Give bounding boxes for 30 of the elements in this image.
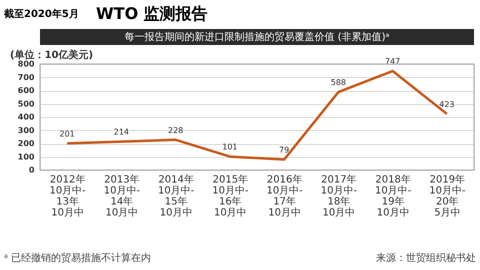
x-tick-label: 2017年10月中-18年10月中 xyxy=(320,174,358,218)
x-tick-label: 2013年10月中-14年10月中 xyxy=(104,174,140,218)
data-label: 588 xyxy=(330,78,346,88)
chart-title: 每一报告期间的新进口限制措施的贸易覆盖价值 (非累加值)ᵃ xyxy=(124,31,390,43)
data-label: 214 xyxy=(114,128,130,137)
y-tick-label: 200 xyxy=(18,139,35,148)
data-label: 228 xyxy=(168,126,184,135)
text: ᵃ 已经撤销的贸易措施不计算在内 xyxy=(4,252,152,264)
x-tick-label: 2015年10月中-16年10月中 xyxy=(212,174,249,218)
data-label: 201 xyxy=(59,129,75,138)
data-label: 79 xyxy=(279,146,290,155)
x-tick-label: 2018年10月中-19年10月中 xyxy=(374,174,412,218)
y-tick-label: 600 xyxy=(18,86,35,95)
data-label: 101 xyxy=(222,142,238,152)
y-tick-label: 300 xyxy=(18,126,35,135)
data-label: 423 xyxy=(439,100,455,109)
source-note: 来源：世贸组织秘书处 xyxy=(376,252,476,264)
y-tick-label: 400 xyxy=(18,112,35,122)
x-tick-label: 2012年10月中-13年10月中 xyxy=(49,174,86,218)
y-tick-label: 500 xyxy=(18,99,35,108)
y-tick-label: 0 xyxy=(28,166,35,174)
y-axis-title: (单位：10亿美元) xyxy=(10,49,94,61)
text: WTO 监测报告 xyxy=(96,4,208,23)
x-tick-label: 2014年10月中-15年10月中 xyxy=(158,174,195,218)
y-tick-label: 100 xyxy=(18,152,35,162)
x-tick-label: 2016年10月中-17年10月中 xyxy=(266,174,304,218)
x-tick-label: 2019年10月中-20年5月中 xyxy=(429,174,466,218)
text: 截至2020年5月 xyxy=(3,8,79,20)
y-tick-label: 800 xyxy=(18,60,35,68)
y-tick-label: 700 xyxy=(18,72,35,82)
